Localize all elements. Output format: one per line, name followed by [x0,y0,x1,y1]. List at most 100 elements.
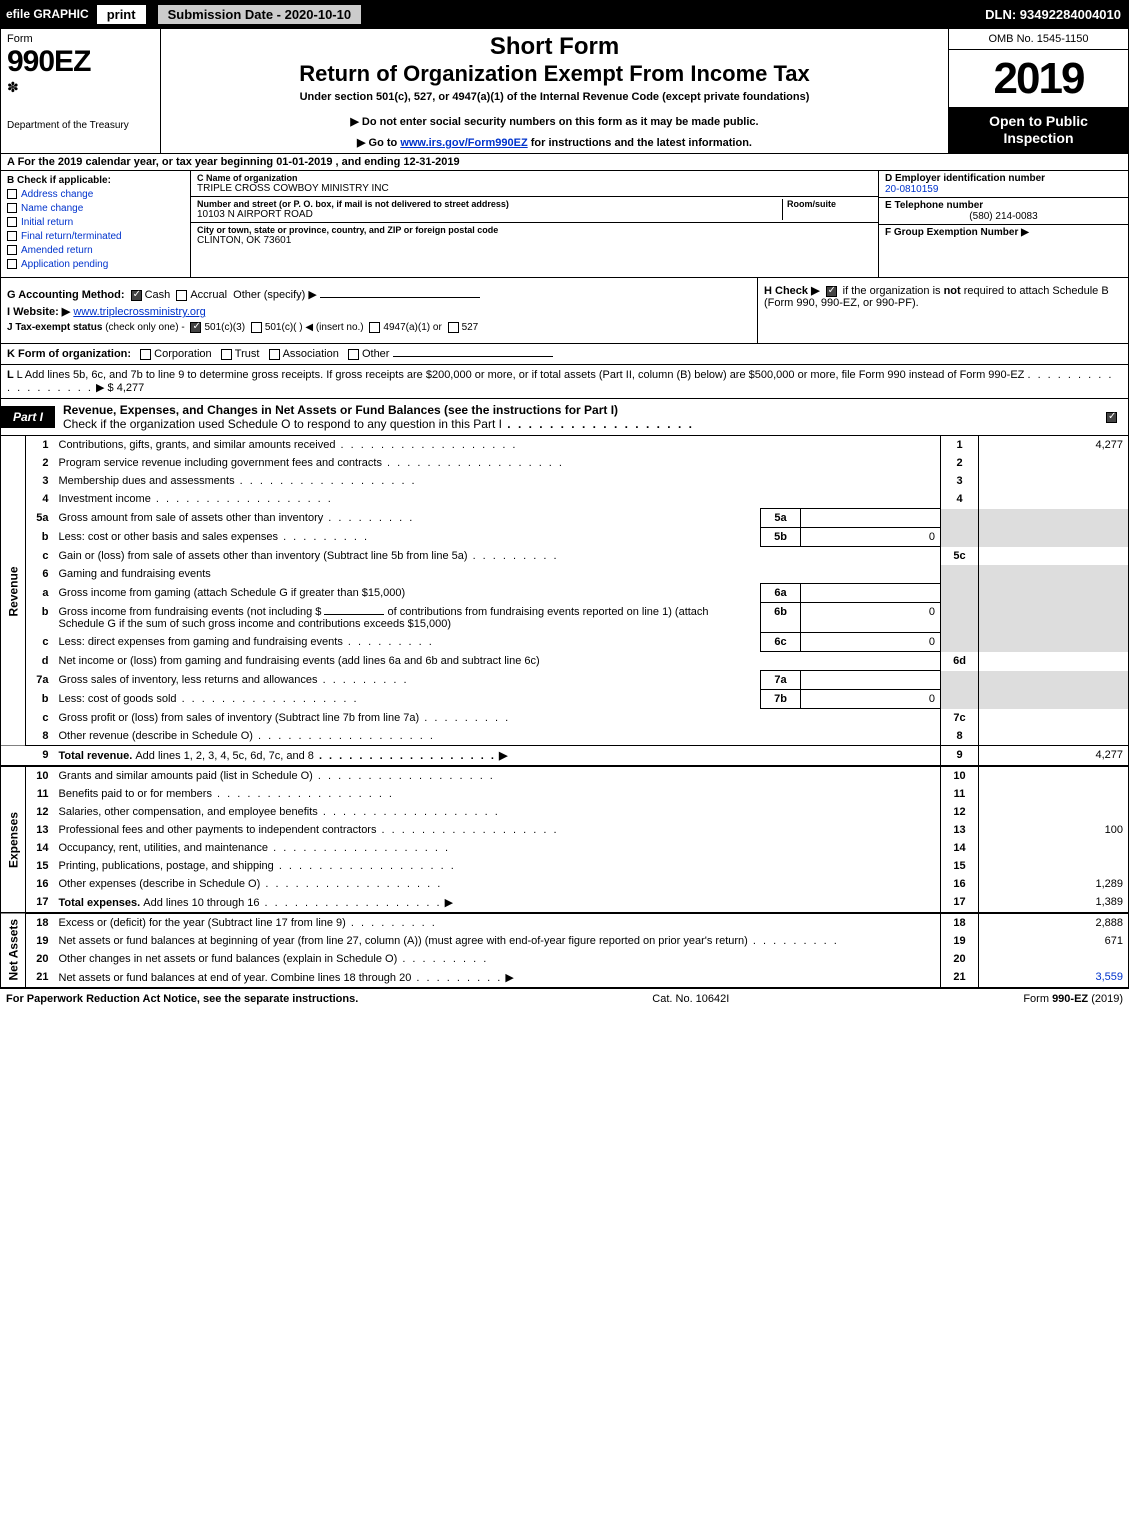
checkbox-501c[interactable] [251,322,262,333]
checkbox-501c3[interactable] [190,322,201,333]
checkbox-association[interactable] [269,349,280,360]
row-l-amount: 4,277 [117,382,145,394]
line-20-amt [979,950,1129,968]
line-5b-midval: 0 [801,528,941,547]
website-link[interactable]: www.triplecrossministry.org [73,306,205,318]
line-6d-amt [979,652,1129,671]
checkbox-cash[interactable] [131,290,142,301]
other-specify-label: Other (specify) ▶ [233,289,317,301]
row-k: K Form of organization: Corporation Trus… [0,344,1129,365]
telephone-value: (580) 214-0083 [885,211,1122,222]
gi-left: G Accounting Method: Cash Accrual Other … [1,278,758,343]
goto-suffix: for instructions and the latest informat… [528,137,752,149]
checkbox-corporation[interactable] [140,349,151,360]
checkbox-accrual[interactable] [176,290,187,301]
line-18-desc: Excess or (deficit) for the year (Subtra… [59,917,346,929]
line-13-desc: Professional fees and other payments to … [59,824,377,836]
section-c: C Name of organization TRIPLE CROSS COWB… [191,171,878,277]
line-7a-midval [801,671,941,690]
line-9-amt: 4,277 [979,746,1129,767]
h-not: not [944,285,961,297]
shaded-cell [979,509,1129,528]
form-number: 990EZ [7,45,154,79]
line-num-12: 12 [26,803,54,821]
shaded-cell [979,603,1129,633]
line-13-numcol: 13 [941,821,979,839]
line-num-15: 15 [26,857,54,875]
line-6a-desc: Gross income from gaming (attach Schedul… [59,587,406,599]
line-num-3: 3 [26,472,54,490]
checkbox-schedule-o[interactable] [1106,412,1117,423]
line-6c-midbox: 6c [761,633,801,652]
checkbox-trust[interactable] [221,349,232,360]
line-7c-amt [979,709,1129,728]
checkbox-final-return[interactable]: Final return/terminated [7,231,184,242]
line-6-desc: Gaming and fundraising events [59,568,211,580]
checkbox-label: Initial return [21,217,73,228]
line-num-18: 18 [26,913,54,932]
checkbox-schedule-b[interactable] [826,286,837,297]
line-6a-midbox: 6a [761,584,801,603]
line-10-amt [979,766,1129,785]
line-5a-desc: Gross amount from sale of assets other t… [59,512,324,524]
checkbox-address-change[interactable]: Address change [7,189,184,200]
other-specify-input[interactable] [320,297,480,298]
line-1-desc: Contributions, gifts, grants, and simila… [59,439,336,451]
line-8-amt [979,727,1129,746]
line-num-7c: c [26,709,54,728]
line-3-numcol: 3 [941,472,979,490]
tax-year: 2019 [949,50,1128,107]
goto-row: ▶ Go to www.irs.gov/Form990EZ for instru… [169,136,940,149]
line-4-desc: Investment income [59,493,151,505]
part1-header: Part I Revenue, Expenses, and Changes in… [0,399,1129,436]
section-bcdef: B Check if applicable: Address change Na… [0,171,1129,278]
line-16-amt: 1,289 [979,875,1129,893]
line-6c-midval: 0 [801,633,941,652]
line-6b-blank[interactable] [324,614,384,615]
shaded-cell [941,671,979,690]
checkbox-amended-return[interactable]: Amended return [7,245,184,256]
shaded-cell [941,565,979,584]
line-num-6b: b [26,603,54,633]
irs-link[interactable]: www.irs.gov/Form990EZ [400,137,527,149]
line-2-amt [979,454,1129,472]
line-11-amt [979,785,1129,803]
line-num-11: 11 [26,785,54,803]
checkbox-4947[interactable] [369,322,380,333]
line-7a-desc: Gross sales of inventory, less returns a… [59,674,318,686]
paperwork-notice: For Paperwork Reduction Act Notice, see … [6,993,358,1005]
department-label: Department of the Treasury [7,120,154,131]
line-6d-numcol: 6d [941,652,979,671]
line-num-13: 13 [26,821,54,839]
line-19-amt: 671 [979,932,1129,950]
line-num-6c: c [26,633,54,652]
side-label-expenses: Expenses [1,766,26,913]
part1-title: Revenue, Expenses, and Changes in Net As… [55,399,1095,435]
line-17-numcol: 17 [941,893,979,913]
checkbox-527[interactable] [448,322,459,333]
line-1-amt: 4,277 [979,436,1129,454]
line-10-desc: Grants and similar amounts paid (list in… [59,770,313,782]
checkbox-other-org[interactable] [348,349,359,360]
section-b: B Check if applicable: Address change Na… [1,171,191,277]
omb-number: OMB No. 1545-1150 [949,29,1128,50]
line-6a-midval [801,584,941,603]
checkbox-initial-return[interactable]: Initial return [7,217,184,228]
tax-exempt-label: J Tax-exempt status [7,322,102,333]
shaded-cell [941,690,979,709]
under-section: Under section 501(c), 527, or 4947(a)(1)… [169,91,940,103]
h-suffix1: if the organization is [843,285,944,297]
other-org-input[interactable] [393,356,553,357]
street-label: Number and street (or P. O. box, if mail… [197,199,782,209]
form-org-label: K Form of organization: [7,348,131,360]
line-num-10: 10 [26,766,54,785]
row-l-prefix: ▶ $ [96,382,117,394]
cash-label: Cash [145,289,171,301]
print-button[interactable]: print [95,3,148,26]
part1-check [1095,407,1128,427]
line-15-desc: Printing, publications, postage, and shi… [59,860,274,872]
checkbox-application-pending[interactable]: Application pending [7,259,184,270]
checkbox-name-change[interactable]: Name change [7,203,184,214]
section-gijh: G Accounting Method: Cash Accrual Other … [0,278,1129,344]
line-2-numcol: 2 [941,454,979,472]
